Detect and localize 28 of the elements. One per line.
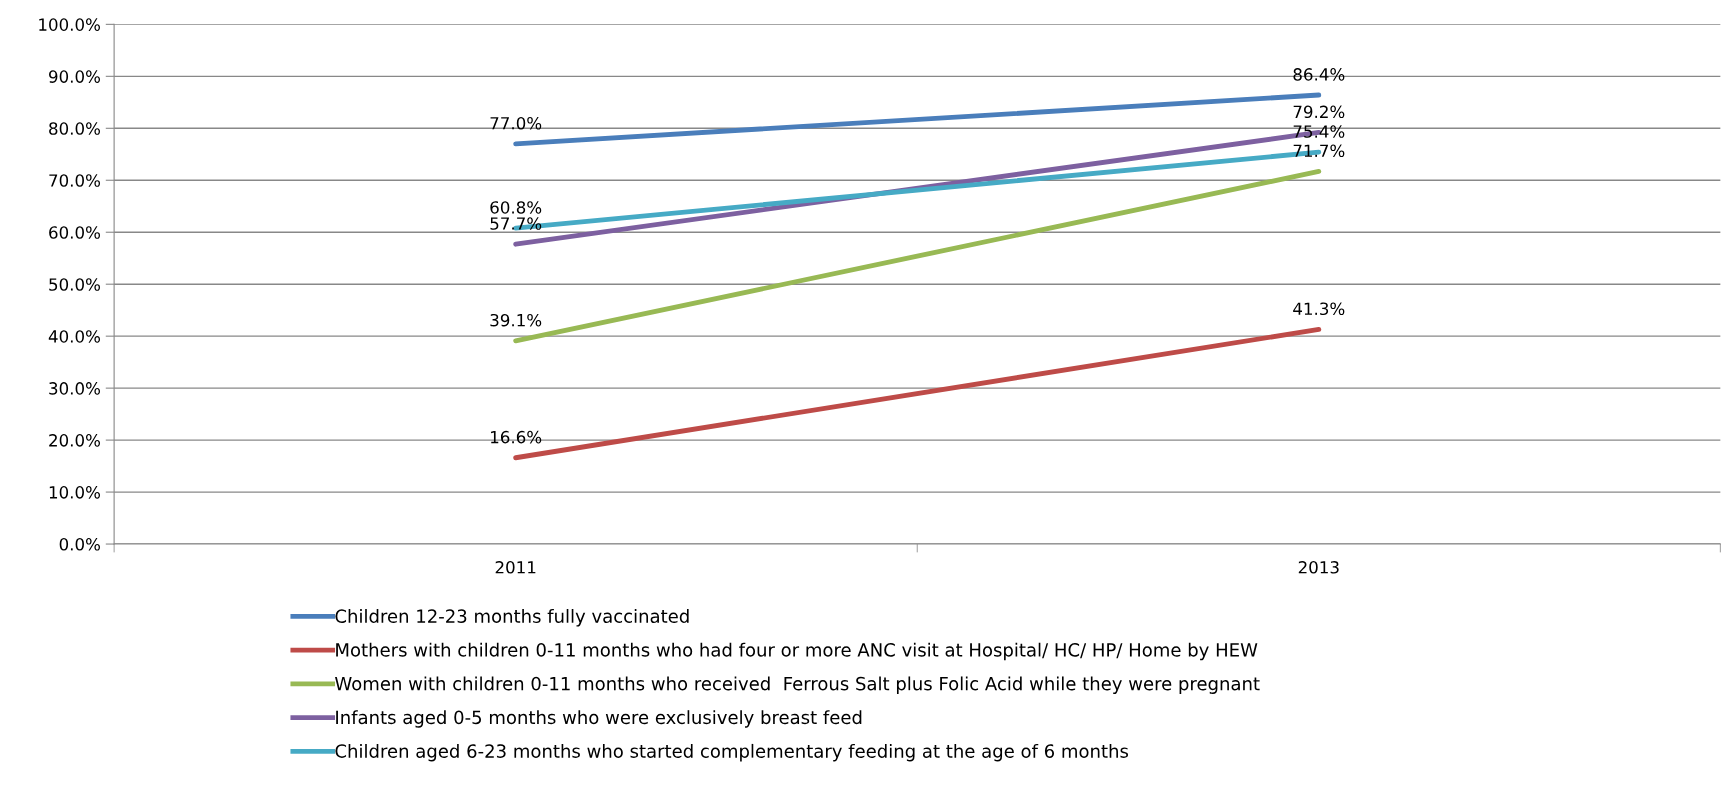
y-tick-label: 70.0%: [49, 174, 100, 187]
data-label: 79.2%: [1293, 105, 1345, 119]
data-label: 71.7%: [1293, 144, 1345, 158]
data-label: 75.4%: [1293, 125, 1345, 138]
data-label: 16.6%: [491, 430, 542, 444]
y-tick-label: 50.0%: [49, 278, 100, 291]
x-tick-label: 2013: [1298, 561, 1339, 574]
y-tick-label: 60.0%: [49, 226, 100, 239]
legend-label: Infants aged 0-5 months who were exclusively breast feed: [336, 710, 862, 728]
legend-label: Children aged 6-23 months who started complementary feeding at the age of 6 months: [335, 743, 1129, 762]
legend-label: Women with children 0-11 months who received Ferrous Salt plus Folic Acid while they were pregnant: [335, 676, 1260, 694]
y-tick-label: 0.0%: [59, 538, 100, 551]
y-tick-label: 80.0%: [49, 122, 100, 135]
data-label: 57.7%: [490, 217, 542, 230]
data-label: 39.1%: [490, 313, 542, 327]
y-tick-label: 30.0%: [49, 382, 100, 395]
x-tick-label: 2011: [495, 561, 536, 574]
y-tick-label: 20.0%: [49, 434, 100, 447]
data-label: 41.3%: [1293, 302, 1345, 316]
data-label: 60.8%: [490, 201, 542, 214]
y-tick-label: 40.0%: [48, 330, 100, 343]
legend-label: Children 12-23 months fully vaccinated: [335, 609, 689, 627]
y-tick-label: 90.0%: [49, 70, 100, 83]
legend-label: Mothers with children 0-11 months who had four or more ANC visit at Hospital/ HC/ HP/ Home by HEW: [336, 642, 1258, 661]
data-label: 86.4%: [1293, 68, 1345, 81]
data-label: 77.0%: [490, 116, 542, 130]
y-tick-label: 10.0%: [49, 486, 100, 499]
y-tick-label: 100.0%: [39, 18, 100, 31]
